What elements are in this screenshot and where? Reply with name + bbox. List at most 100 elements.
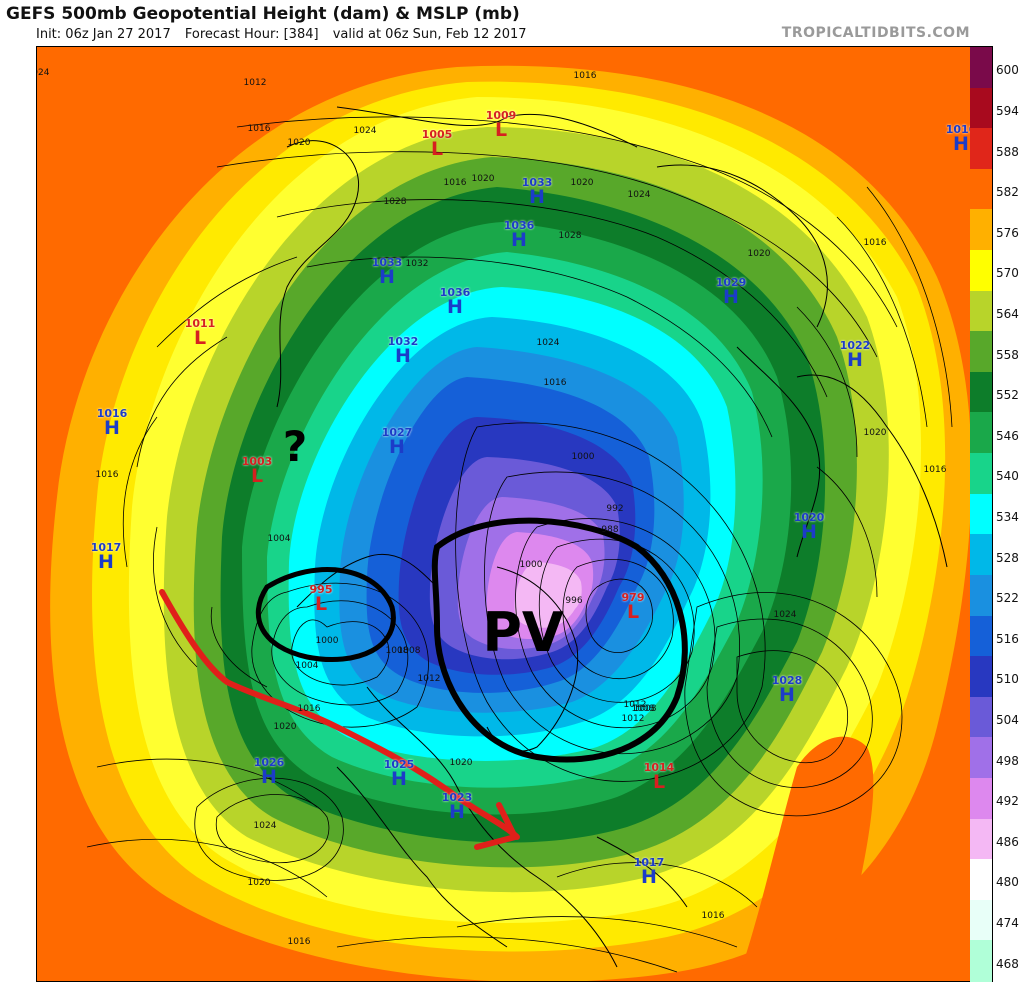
isobar-label: 988 (601, 525, 619, 535)
isobar-label: 1016 (543, 378, 567, 388)
colorbar-segment (970, 737, 992, 779)
colorbar-segment (970, 574, 992, 617)
colorbar-segment (970, 656, 992, 698)
pressure-center-high: 1033 H (521, 176, 553, 208)
band-486 (514, 562, 582, 628)
isobar-label: 1016 (923, 465, 947, 475)
colorbar-tick-label: 468 (996, 956, 1019, 971)
colorbar-tick-label: 600 (996, 63, 1019, 78)
colorbar-tick-label: 474 (996, 916, 1019, 931)
isobar-label: 1004 (295, 661, 319, 671)
colorbar-segment (970, 87, 992, 130)
colorbar-tick-label: 546 (996, 428, 1019, 443)
warm-tongue (737, 736, 874, 981)
isobar-label: 1016 (443, 178, 467, 188)
pressure-center-low: 1009 L (485, 109, 517, 141)
colorbar-segment (970, 615, 992, 658)
colorbar-tick-label: 522 (996, 591, 1019, 606)
init-time: Init: 06z Jan 27 2017 (36, 27, 171, 42)
colorbar-segment (970, 209, 992, 252)
isobar-label: 1020 (273, 722, 297, 732)
pressure-center-high: 1028 H (771, 674, 803, 706)
isobar-label: 1032 (405, 259, 429, 269)
colorbar-segment (970, 534, 992, 576)
polar-vortex-annotation: PV (482, 601, 564, 664)
aleutian-low-outline (255, 567, 396, 663)
colorbar-segment (970, 493, 992, 536)
forecast-hour: Forecast Hour: [384] (184, 27, 319, 42)
colorbar-segment (970, 696, 992, 739)
isobar-label: 1008 (385, 646, 409, 656)
pressure-center-high: 1020 H (793, 511, 825, 543)
colorbar-segment (970, 331, 992, 373)
colorbar-tick-label: 576 (996, 225, 1019, 240)
isobar-label: 1012 (623, 700, 647, 710)
colorbar-segment (970, 168, 992, 211)
colorbar-tick-label: 558 (996, 347, 1019, 362)
colorbar-segment (970, 899, 992, 942)
colorbar-tick-label: 528 (996, 550, 1019, 565)
isobar-label: 996 (565, 596, 583, 606)
pressure-center-low: 1011 L (184, 317, 216, 349)
colorbar-tick-label: 582 (996, 185, 1019, 200)
isobar-label: 1008 (631, 704, 655, 714)
isobar-label: 1016 (247, 124, 271, 134)
isobar-label: 1024 (773, 610, 797, 620)
isobar-label: 1012 (243, 78, 267, 88)
colorbar-segment (970, 777, 992, 820)
pressure-center-high: 1029 H (715, 276, 747, 308)
isobar-label: 1000 (519, 560, 543, 570)
colorbar-segment (970, 859, 992, 901)
isobar-label: 992 (606, 504, 624, 514)
colorbar-segment (970, 128, 992, 170)
isobar-label: 1020 (247, 878, 271, 888)
isobar-label: 1020 (449, 758, 473, 768)
colorbar-tick-label: 570 (996, 266, 1019, 281)
pressure-center-high: 1036 H (439, 286, 471, 318)
isobar-label: 1008 (633, 704, 657, 714)
colorbar-segment (970, 818, 992, 861)
red-jet-arrow (159, 589, 520, 840)
colorbar-tick-label: 504 (996, 713, 1019, 728)
colorbar-tick-label: 552 (996, 388, 1019, 403)
isobar-label: 1028 (558, 231, 582, 241)
isobar-label: 1004 (267, 534, 291, 544)
pressure-center-low: 1005 L (421, 128, 453, 160)
colorbar-segment (970, 371, 992, 414)
pressure-center-high: 1026 H (253, 756, 285, 788)
valid-time: valid at 06z Sun, Feb 12 2017 (332, 27, 527, 42)
colorbar-segment (970, 940, 992, 982)
isobar-label: 1024 (627, 190, 651, 200)
colorbar-tick-label: 594 (996, 103, 1019, 118)
isobar-label: 1016 (701, 911, 725, 921)
colorbar-tick-label: 492 (996, 794, 1019, 809)
isobar-label: 1020 (471, 174, 495, 184)
colorbar-tick-label: 510 (996, 672, 1019, 687)
height-field-svg (37, 47, 971, 981)
colorbar-tick-label: 534 (996, 510, 1019, 524)
pressure-center-low: 979 L (621, 591, 645, 623)
isobar-label: 1016 (287, 937, 311, 947)
pressure-center-high: 1025 H (383, 758, 415, 790)
pressure-center-high: 1032 H (387, 335, 419, 367)
pressure-center-high: 1022 H (839, 339, 871, 371)
colorbar-tick-label: 498 (996, 753, 1019, 768)
chart-subtitle: Init: 06z Jan 27 2017 Forecast Hour: [38… (36, 27, 537, 42)
coastlines (276, 106, 948, 968)
isobar-label: 1016 (573, 71, 597, 81)
height-colorbar (970, 46, 993, 982)
site-brand: TROPICALTIDBITS.COM (781, 25, 970, 41)
isobar-label: 1020 (747, 249, 771, 259)
colorbar-tick-label: 480 (996, 875, 1019, 890)
isobar-label: 1020 (863, 428, 887, 438)
colorbar-segment (970, 290, 992, 333)
question-mark-annotation: ? (282, 422, 308, 471)
chart-title: GEFS 500mb Geopotential Height (dam) & M… (6, 4, 520, 24)
colorbar-tick-label: 588 (996, 144, 1019, 159)
colorbar-segment (970, 250, 992, 292)
isobar-label: 1016 (297, 704, 321, 714)
pressure-center-low: 1014 L (643, 761, 675, 793)
isobar-label: 1020 (287, 138, 311, 148)
